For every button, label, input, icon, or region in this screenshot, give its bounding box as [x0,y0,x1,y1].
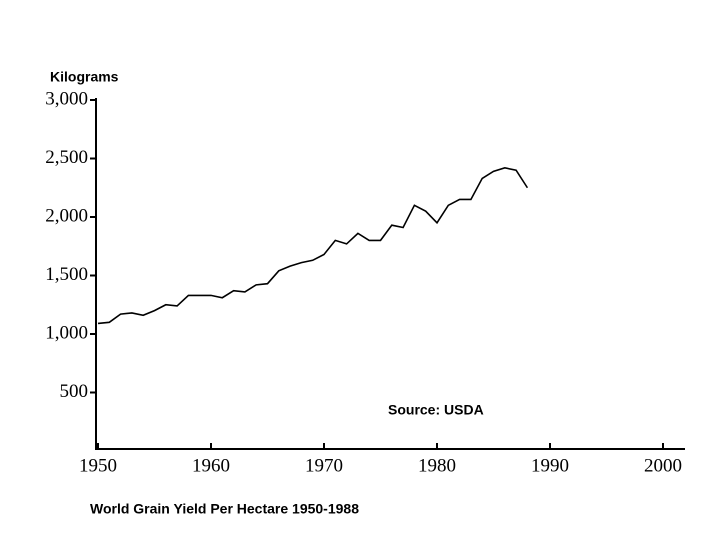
y-tick-label: 3,000 [45,88,88,109]
x-tick-label: 1990 [531,455,569,476]
data-line [97,167,529,325]
x-tick-label: 2000 [644,455,682,476]
y-tick-label: 2,000 [45,205,88,226]
y-tick-label: 1,000 [45,322,88,343]
x-tick-label: 1960 [192,455,230,476]
y-tick-label: 1,500 [45,264,88,285]
chart-title: World Grain Yield Per Hectare 1950-1988 [90,501,359,517]
x-tick-label: 1950 [79,455,117,476]
x-tick-label: 1980 [418,455,456,476]
y-axis-label: Kilograms [50,69,119,85]
x-tick-label: 1970 [305,455,343,476]
y-tick-label: 2,500 [45,147,88,168]
annotation: Source: USDA [388,402,484,418]
y-tick-label: 500 [60,381,89,402]
